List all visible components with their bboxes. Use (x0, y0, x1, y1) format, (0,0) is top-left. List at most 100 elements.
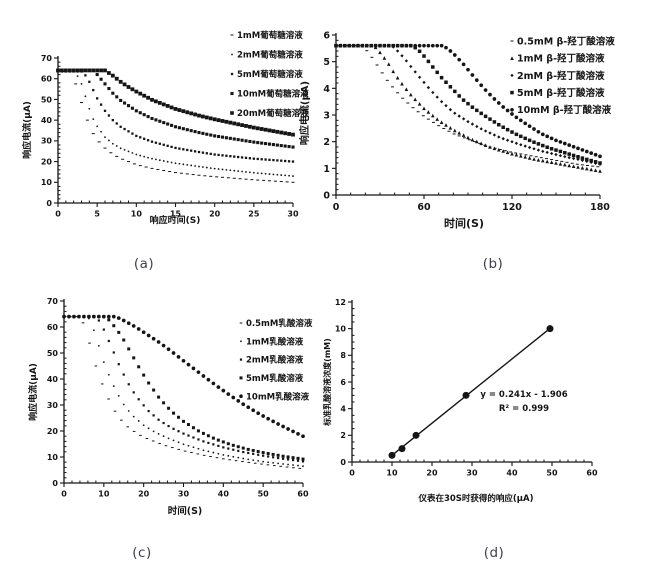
legend-b: 0.5mM β-羟丁酸溶液 1mM β-羟丁酸溶液 2mM β-羟丁酸溶液 5mM β… (510, 35, 615, 116)
y-axis-label-d: 标准乳酸溶液浓度(mM) (322, 338, 332, 427)
svg-text:10mM β-羟丁酸溶液: 10mM β-羟丁酸溶液 (517, 104, 612, 116)
svg-text:2mM葡萄糖溶液: 2mM葡萄糖溶液 (237, 50, 303, 61)
svg-text:30: 30 (287, 210, 299, 219)
svg-text:20mM葡萄糖溶液: 20mM葡萄糖溶液 (237, 108, 309, 119)
y-axis-label-a: 响应电流(μA) (21, 101, 33, 159)
trendline-d (391, 327, 551, 456)
series-c-4 (62, 314, 305, 439)
svg-text:5mM β-羟丁酸溶液: 5mM β-羟丁酸溶液 (517, 87, 605, 99)
svg-text:120: 120 (502, 202, 522, 213)
svg-text:60: 60 (586, 469, 598, 478)
x-axis-label-d: 仪表在30S时获得的响应(μA) (417, 493, 533, 504)
chart-d: 0 10 20 30 40 50 60 0 2 4 6 8 10 12 y = 0.241x - 1.906… (322, 298, 598, 504)
series-b-0 (334, 45, 600, 168)
svg-text:20: 20 (138, 490, 150, 499)
svg-text:3: 3 (323, 110, 330, 121)
svg-text:2: 2 (340, 431, 346, 440)
axes-d: 0 10 20 30 40 50 60 0 2 4 6 8 10 12 (335, 298, 598, 478)
svg-text:8: 8 (340, 351, 346, 360)
svg-text:12: 12 (335, 298, 346, 307)
panel-label-a: (a) (133, 256, 155, 272)
svg-text:20: 20 (47, 427, 59, 436)
svg-text:R² = 0.999: R² = 0.999 (499, 404, 549, 414)
svg-text:70: 70 (41, 54, 53, 63)
svg-text:1: 1 (323, 164, 330, 175)
svg-text:30: 30 (466, 469, 478, 478)
svg-text:0.5mM β-羟丁酸溶液: 0.5mM β-羟丁酸溶液 (517, 35, 615, 47)
svg-text:25: 25 (248, 210, 260, 219)
panel-label-d: (d) (483, 545, 505, 561)
svg-text:y = 0.241x - 1.906: y = 0.241x - 1.906 (480, 390, 567, 400)
svg-text:40: 40 (41, 116, 53, 125)
svg-text:0: 0 (333, 202, 340, 213)
svg-text:0: 0 (323, 190, 330, 201)
svg-text:0.5mM乳酸溶液: 0.5mM乳酸溶液 (246, 318, 313, 329)
svg-text:1mM乳酸溶液: 1mM乳酸溶液 (246, 336, 304, 347)
svg-text:6: 6 (340, 378, 346, 387)
svg-text:10mM葡萄糖溶液: 10mM葡萄糖溶液 (237, 89, 309, 100)
svg-text:0: 0 (340, 458, 346, 467)
svg-text:4: 4 (323, 84, 330, 95)
axes-c: 0 10 20 30 40 50 60 0 10 20 30 40 50 60 70 (47, 297, 309, 499)
svg-text:0: 0 (349, 469, 355, 478)
svg-text:0: 0 (61, 490, 67, 499)
chart-b: 0 60 120 180 0 1 2 3 4 5 6 0.5mM β-羟丁酸溶液 1mM β-羟丁酸溶液… (298, 30, 615, 230)
x-axis-label-a: 响应时间(S) (150, 214, 201, 226)
svg-text:50: 50 (41, 95, 53, 104)
svg-text:15: 15 (170, 210, 182, 219)
x-axis-label-b: 时间(S) (444, 216, 484, 230)
legend-c: 0.5mM乳酸溶液 1mM乳酸溶液 2mM乳酸溶液 5mM乳酸溶液 10mM乳酸溶液 (239, 318, 313, 402)
svg-text:30: 30 (47, 401, 59, 410)
svg-text:6: 6 (323, 30, 330, 41)
x-axis-label-c: 时间(S) (168, 505, 203, 517)
svg-text:60: 60 (297, 490, 309, 499)
series-a-1 (57, 70, 294, 177)
svg-text:2mM乳酸溶液: 2mM乳酸溶液 (246, 355, 304, 366)
svg-text:10: 10 (131, 210, 143, 219)
svg-text:50: 50 (47, 349, 59, 358)
svg-text:40: 40 (218, 490, 230, 499)
axes-a: 0 5 10 15 20 25 30 0 10 20 30 40 50 60 70 (41, 54, 299, 219)
svg-text:5mM葡萄糖溶液: 5mM葡萄糖溶液 (237, 69, 303, 80)
svg-text:30: 30 (41, 137, 53, 146)
y-axis-label-c: 响应电流(μA) (27, 363, 39, 421)
svg-text:10: 10 (98, 490, 110, 499)
svg-text:1mM葡萄糖溶液: 1mM葡萄糖溶液 (237, 30, 303, 41)
svg-text:0: 0 (55, 210, 61, 219)
svg-text:20: 20 (426, 469, 438, 478)
series-a-4 (56, 68, 295, 137)
svg-text:4: 4 (340, 405, 346, 414)
svg-text:40: 40 (47, 375, 59, 384)
svg-text:30: 30 (178, 490, 190, 499)
chart-c: 0 10 20 30 40 50 60 0 10 20 30 40 50 60 70 0.5mM乳酸溶液 1mM… (27, 297, 313, 517)
annotation-d: y = 0.241x - 1.906 R² = 0.999 (480, 390, 567, 414)
svg-text:50: 50 (258, 490, 270, 499)
svg-text:2mM β-羟丁酸溶液: 2mM β-羟丁酸溶液 (517, 70, 605, 82)
svg-text:0: 0 (46, 199, 52, 208)
svg-text:60: 60 (47, 323, 59, 332)
svg-text:5: 5 (323, 57, 330, 68)
svg-text:60: 60 (41, 75, 53, 84)
svg-text:180: 180 (590, 202, 610, 213)
svg-text:10: 10 (47, 453, 59, 462)
svg-text:20: 20 (41, 157, 53, 166)
svg-text:2: 2 (323, 137, 330, 148)
series-b-4 (334, 43, 602, 159)
chart-a: 0 5 10 15 20 25 30 0 10 20 30 40 50 60 70 1mM葡萄糖溶液 2mM葡萄… (21, 30, 309, 226)
panel-label-c: (c) (132, 545, 152, 561)
svg-text:1mM β-羟丁酸溶液: 1mM β-羟丁酸溶液 (517, 53, 605, 65)
svg-text:5: 5 (94, 210, 100, 219)
svg-text:10: 10 (335, 325, 347, 334)
svg-text:10: 10 (41, 178, 53, 187)
svg-text:40: 40 (506, 469, 518, 478)
svg-text:60: 60 (417, 202, 431, 213)
y-axis-label-b: 响应电流(μA) (298, 81, 311, 145)
svg-text:10mM乳酸溶液: 10mM乳酸溶液 (246, 391, 310, 402)
svg-text:20: 20 (209, 210, 221, 219)
svg-text:0: 0 (52, 479, 58, 488)
svg-text:5mM乳酸溶液: 5mM乳酸溶液 (246, 373, 304, 384)
series-a-0 (56, 70, 295, 183)
svg-text:50: 50 (546, 469, 558, 478)
